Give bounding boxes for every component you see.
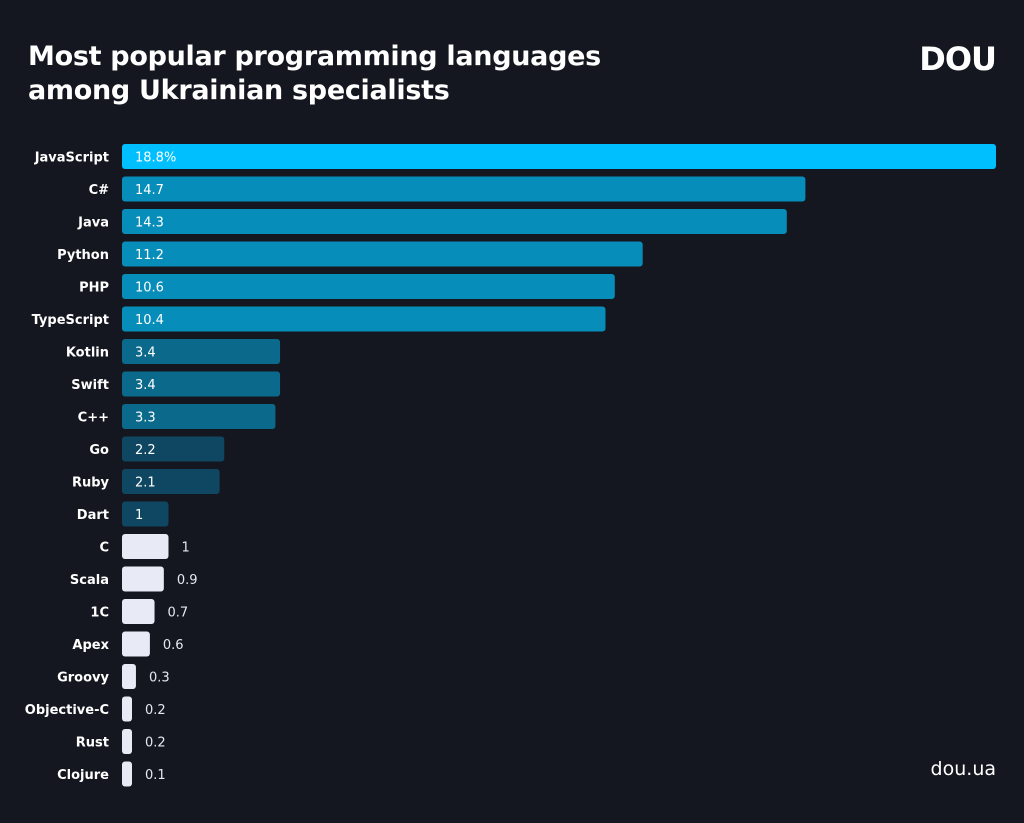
bar <box>122 664 136 689</box>
value-label: 0.2 <box>145 703 166 718</box>
category-label: Objective-C <box>25 703 109 718</box>
value-label: 2.1 <box>135 476 156 491</box>
value-label: 0.1 <box>145 768 166 783</box>
value-label: 1 <box>135 508 143 523</box>
value-label: 2.2 <box>135 443 156 458</box>
category-label: Go <box>89 443 109 458</box>
bar <box>122 599 155 624</box>
bar <box>122 469 220 494</box>
category-label: Python <box>57 248 109 263</box>
bar <box>122 761 132 787</box>
value-label: 1 <box>181 541 189 556</box>
category-label: C <box>99 541 109 556</box>
value-label: 10.6 <box>135 281 164 296</box>
value-label: 14.7 <box>135 183 164 198</box>
category-label: Kotlin <box>66 346 109 361</box>
bar <box>122 501 169 527</box>
value-label: 0.3 <box>149 671 170 686</box>
category-label: Groovy <box>57 671 109 686</box>
bar <box>122 274 615 299</box>
bar <box>122 371 281 397</box>
category-label: Dart <box>77 508 109 523</box>
category-label: Ruby <box>72 476 110 491</box>
bar <box>122 209 787 234</box>
value-label: 18.8% <box>135 151 176 166</box>
chart-title: Most popular programming languages among… <box>28 40 628 108</box>
category-label: Clojure <box>57 768 109 783</box>
bar <box>122 566 164 592</box>
category-label: Apex <box>72 638 109 653</box>
value-label: 0.9 <box>177 573 198 588</box>
category-label: C# <box>89 183 110 198</box>
category-label: PHP <box>79 281 109 296</box>
title-line-2: among Ukrainian specialists <box>28 75 450 106</box>
category-label: 1C <box>90 606 109 621</box>
category-label: Swift <box>71 378 109 393</box>
value-label: 0.7 <box>168 606 189 621</box>
category-label: JavaScript <box>34 151 109 166</box>
value-label: 3.4 <box>135 378 156 393</box>
dou-logo: DOU <box>919 40 997 78</box>
value-label: 11.2 <box>135 248 164 263</box>
bar <box>122 729 132 754</box>
category-label: C++ <box>78 411 109 426</box>
bar <box>122 241 643 267</box>
category-label: TypeScript <box>32 313 109 328</box>
bar <box>122 339 281 364</box>
bar <box>122 631 150 657</box>
title-line-1: Most popular programming languages <box>28 41 601 72</box>
bar <box>122 534 169 559</box>
bar <box>122 144 996 169</box>
value-label: 14.3 <box>135 216 164 231</box>
site-url: dou.ua <box>930 758 996 780</box>
value-label: 0.6 <box>163 638 184 653</box>
value-label: 10.4 <box>135 313 164 328</box>
category-label: Scala <box>70 573 109 588</box>
category-label: Rust <box>76 736 109 751</box>
bar <box>122 404 276 429</box>
bar <box>122 436 225 462</box>
value-label: 0.2 <box>145 736 166 751</box>
value-label: 3.4 <box>135 346 156 361</box>
bar <box>122 306 606 332</box>
bar <box>122 696 132 722</box>
category-label: Java <box>77 216 109 231</box>
value-label: 3.3 <box>135 411 156 426</box>
bar <box>122 176 806 202</box>
